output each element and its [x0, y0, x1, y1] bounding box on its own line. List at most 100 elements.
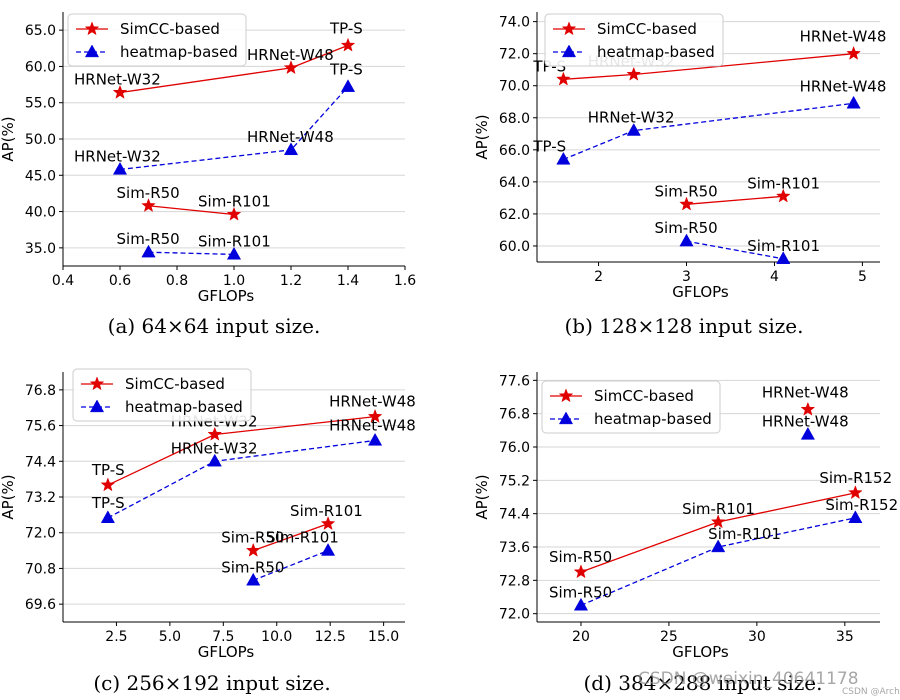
triangle-marker: [556, 151, 571, 165]
legend-label: heatmap-based: [597, 43, 715, 61]
y-tick-label: 76.8: [499, 407, 530, 423]
x-tick-label: 5: [858, 269, 867, 285]
x-axis-label: GFLOPs: [672, 643, 729, 661]
point-label: Sim-R101: [682, 500, 755, 518]
legend-star-icon: [561, 21, 577, 36]
x-tick-label: 1.0: [223, 273, 245, 289]
y-tick-label: 73.6: [499, 540, 530, 556]
star-marker: [848, 485, 863, 500]
y-tick-label: 73.2: [25, 490, 56, 506]
point-label: Sim-R50: [221, 558, 284, 576]
point-label: Sim-R101: [708, 525, 781, 543]
x-tick-label: 1.2: [280, 273, 302, 289]
point-label: Sim-R101: [198, 232, 271, 250]
x-tick-label: 1.6: [394, 273, 416, 289]
point-label: Sim-R50: [655, 219, 718, 237]
legend-label: heatmap-based: [120, 43, 238, 61]
point-label: TP-S: [532, 137, 566, 155]
chart-panel-3: 69.6 70.8 72.0 73.2 74.4 75.6 76.8 2.5 5.0 7.5 10.…: [0, 368, 416, 695]
legend: SimCC-based heatmap-based: [67, 13, 247, 67]
panels: 35.040.045.050.055.060.065.00.4 0.6 0.8 1.0…: [0, 12, 898, 695]
star-marker: [320, 516, 336, 531]
point-label: HRNet-W48: [329, 416, 416, 434]
y-tick-label: 70.0: [499, 79, 530, 95]
triangle-marker: [367, 432, 383, 446]
point-label: Sim-R101: [266, 529, 339, 547]
series-line: [148, 251, 235, 256]
point-label: Sim-R50: [221, 529, 284, 547]
legend-label: SimCC-based: [125, 375, 225, 393]
y-tick-label: 72.0: [25, 526, 56, 542]
point-label: Sim-R152: [825, 496, 898, 514]
triangle-marker: [226, 246, 242, 260]
star-marker: [245, 542, 261, 557]
triangle-marker: [800, 426, 815, 440]
series-heatmap-based: HRNet-W32 HRNet-W48 TP-S Sim-R50 Sim-R101: [74, 61, 363, 260]
star-marker: [556, 71, 571, 86]
x-tick-label: 2: [594, 269, 603, 285]
series-line: [580, 517, 856, 606]
y-tick-label: 72.8: [499, 573, 530, 589]
y-tick-label: 75.6: [25, 419, 56, 435]
y-tick-label: 74.4: [499, 507, 530, 523]
legend-triangle-icon: [561, 44, 577, 58]
series-line: [148, 205, 235, 216]
y-tick-label: 40.0: [25, 205, 56, 221]
point-label: TP-S: [329, 19, 363, 37]
triangle-marker: [711, 539, 726, 553]
point-label: Sim-R101: [747, 237, 820, 255]
x-tick-label: 0.6: [109, 273, 131, 289]
chart-panel-2: 60.0 62.0 64.0 66.0 68.0 70.0 72.0 74.0 2 3 4 5 GFLO…: [473, 12, 886, 338]
point-label: Sim-R50: [117, 184, 180, 202]
legend-star-icon: [558, 388, 574, 403]
x-tick-label: 25: [660, 629, 678, 645]
point-label: TP-S: [329, 61, 363, 79]
point-label: Sim-R50: [549, 583, 612, 601]
series-simcc-based: Sim-R50 Sim-R101 Sim-R152 HRNet-W48: [549, 384, 892, 579]
legend-triangle-icon: [558, 411, 574, 425]
x-tick-label: 15.0: [368, 629, 399, 645]
x-axis-label: GFLOPs: [198, 287, 255, 305]
point-label: Sim-R152: [819, 469, 892, 487]
y-axis-label: AP(%): [473, 114, 491, 159]
point-label: HRNet-W32: [74, 71, 161, 89]
series-line: [686, 195, 784, 205]
legend-box: [67, 13, 247, 67]
point-label: HRNet-W48: [762, 384, 849, 402]
y-tick-label: 60.0: [25, 59, 56, 75]
triangle-marker: [112, 161, 128, 175]
point-label: Sim-R50: [117, 230, 180, 248]
star-marker: [141, 198, 156, 213]
triangle-marker: [679, 233, 694, 247]
x-tick-label: 4: [770, 269, 779, 285]
point-label: Sim-R101: [198, 192, 271, 210]
x-tick-label: 0.4: [52, 273, 74, 289]
legend-label: SimCC-based: [120, 20, 220, 38]
point-label: HRNet-W48: [762, 413, 849, 431]
y-axis-label: AP(%): [0, 116, 17, 161]
chart-panel-1: 35.0 40.0 45.0 50.0 55.0 60.0 65.0 0.4 0.6 0.8 1.0…: [0, 12, 416, 338]
y-tick-label: 65.0: [25, 23, 56, 39]
point-label: Sim-R101: [290, 502, 363, 520]
watermark-small-text: CSDN @Arch: [842, 687, 900, 697]
point-label: HRNet-W48: [247, 46, 334, 64]
point-label: TP-S: [91, 461, 125, 479]
triangle-marker: [207, 453, 222, 467]
legend: SimCC-based heatmap-based: [541, 380, 721, 434]
triangle-marker: [573, 597, 589, 611]
y-tick-label: 55.0: [25, 96, 56, 112]
series-line: [253, 523, 329, 552]
star-marker: [710, 514, 726, 529]
legend-box: [541, 380, 721, 434]
point-label: Sim-R50: [655, 182, 718, 200]
panel-caption: (a) 64×64 input size.: [108, 314, 321, 338]
star-marker: [573, 564, 589, 579]
legend-label: heatmap-based: [125, 398, 243, 416]
y-tick-label: 74.4: [25, 454, 56, 470]
star-marker: [367, 408, 383, 423]
panel-caption: (c) 256×192 input size.: [93, 671, 330, 695]
legend: SimCC-based heatmap-based: [72, 368, 252, 422]
triangle-marker: [340, 79, 356, 92]
